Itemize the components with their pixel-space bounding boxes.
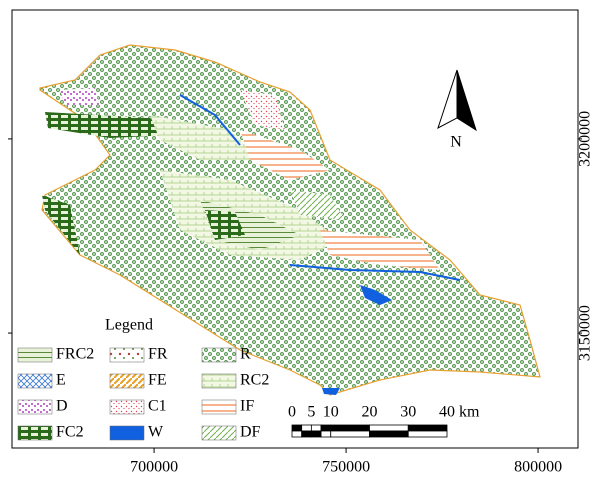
legend-swatch (18, 348, 52, 362)
scale-segment (370, 425, 409, 431)
north-label: N (450, 134, 462, 151)
legend-label: IF (240, 398, 254, 415)
map: N Legend FRC2 FR R E FE RC2 D C1 IF FC2 W DF 05 10 20… (0, 0, 597, 478)
scale-segment (331, 431, 370, 437)
scale-segment (302, 431, 312, 437)
x-tick-label: 750000 (322, 459, 370, 476)
scale-segment (292, 431, 302, 437)
scale-segment (321, 431, 331, 437)
legend-label: DF (240, 424, 261, 441)
legend-label: FE (148, 372, 167, 389)
scale-label: 0 (288, 404, 296, 421)
legend-label: FC2 (56, 424, 84, 441)
y-tick-label: 3200000 (577, 111, 594, 167)
legend-swatch (202, 426, 236, 440)
scale-segment (408, 425, 447, 431)
scale-segment (370, 431, 409, 437)
zone-d (60, 88, 100, 105)
legend-swatch (202, 400, 236, 414)
legend-title: Legend (105, 317, 153, 334)
scale-label: 10 (323, 404, 339, 421)
scale-label: 5 (307, 404, 315, 421)
legend-swatch (110, 426, 144, 440)
legend-label: RC2 (240, 372, 269, 389)
x-tick-label: 800000 (514, 459, 562, 476)
scale-unit: km (459, 404, 480, 421)
scale-segment (311, 425, 321, 431)
scale-segment (331, 425, 370, 431)
legend-swatch (18, 374, 52, 388)
legend-swatch (110, 348, 144, 362)
legend-swatch (110, 400, 144, 414)
scale-label: 30 (400, 404, 416, 421)
scale-label: 40 (439, 404, 455, 421)
legend-label: FR (148, 346, 168, 363)
legend-label: E (56, 372, 66, 389)
legend-swatch (202, 374, 236, 388)
legend-label: FRC2 (56, 346, 94, 363)
legend-label: C1 (148, 398, 167, 415)
scale-segment (321, 425, 331, 431)
legend-label: D (56, 398, 68, 415)
scale-segment (302, 425, 312, 431)
legend-swatch (110, 374, 144, 388)
legend-swatch (202, 348, 236, 362)
scale-segment (292, 425, 302, 431)
legend-swatch (18, 400, 52, 414)
y-tick-label: 3150000 (577, 305, 594, 361)
legend-swatch (18, 426, 52, 440)
legend-label: W (148, 424, 164, 441)
scale-segment (408, 431, 447, 437)
x-tick-label: 700000 (130, 459, 178, 476)
legend-label: R (240, 346, 251, 363)
scale-segment (311, 431, 321, 437)
scale-label: 20 (362, 404, 378, 421)
